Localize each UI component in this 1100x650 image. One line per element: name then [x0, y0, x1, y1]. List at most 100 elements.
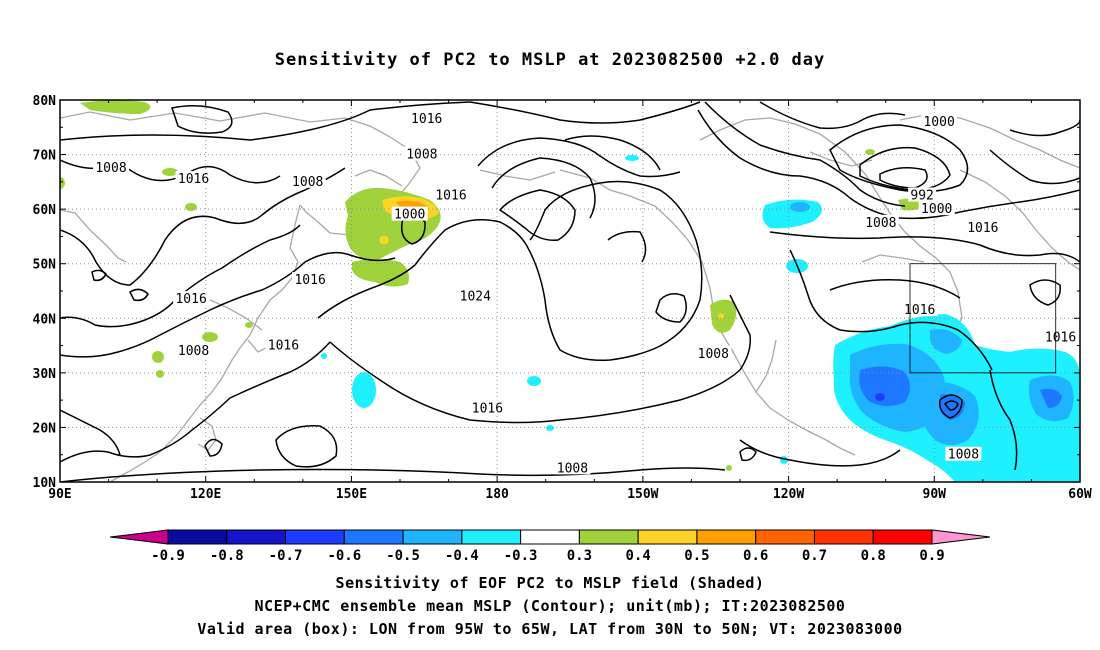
contour-label-background — [175, 343, 212, 358]
contour-label-background — [175, 171, 212, 186]
longitude-labels: 90E 120E 150E 180 150W 120W 90W 60W — [48, 487, 1092, 502]
colorbar-segment — [578, 529, 639, 545]
contour-label-background — [469, 400, 506, 415]
axis-ticks — [59, 99, 1081, 483]
contour-label-background — [695, 345, 732, 360]
valid-area-box — [909, 263, 1057, 374]
latitude-label: 30N — [33, 367, 57, 382]
contour-label: 1000 — [923, 115, 954, 130]
contour-label: 1008 — [178, 344, 209, 359]
contour-label: 1016 — [435, 189, 466, 204]
contour-label: 1008 — [406, 148, 437, 163]
contour-label: 1008 — [557, 461, 588, 476]
colorbar-segment — [402, 529, 463, 545]
colorbar-tick-label: -0.8 — [210, 548, 244, 564]
contour-label: 1024 — [460, 289, 491, 304]
contour-label-background — [391, 206, 428, 221]
caption-contour: NCEP+CMC ensemble mean MSLP (Contour); u… — [254, 597, 846, 615]
colorbar-segment — [637, 529, 698, 545]
latitude-label: 40N — [33, 312, 57, 327]
contour-label-background — [945, 446, 982, 461]
latitude-label: 80N — [33, 94, 57, 109]
contour-label-background — [901, 302, 938, 317]
longitude-label: 90W — [923, 487, 947, 502]
colorbar-segment — [461, 529, 522, 545]
colorbar-segment — [696, 529, 757, 545]
colorbar-segment — [167, 529, 228, 545]
contour-label: 1016 — [175, 292, 206, 307]
colorbar-tick-label: 0.5 — [684, 548, 709, 564]
mslp-contours — [60, 101, 1080, 482]
colorbar-tick-label: -0.4 — [445, 548, 479, 564]
negative-sensitivity-shading — [321, 155, 1080, 482]
contour-label-background — [292, 272, 329, 287]
colorbar-triangle-low — [109, 529, 169, 545]
colorbar: -0.9 -0.8 -0.7 -0.6 -0.5 -0.4 -0.3 0.3 0.4 0.5 0.6… — [109, 529, 991, 564]
contour-label: 1008 — [865, 216, 896, 231]
map-content: 1016 1008 1008 1016 1008 1016 1000 1016 1016 1024… — [60, 100, 1080, 482]
colorbar-segment — [872, 529, 933, 545]
colorbar-segment — [813, 529, 874, 545]
contour-label-background — [433, 187, 469, 202]
chart-title: Sensitivity of PC2 to MSLP at 2023082500… — [274, 50, 826, 70]
colorbar-triangle-high — [931, 529, 991, 545]
contour-label: 1000 — [921, 202, 952, 217]
colorbar-tick-label: -0.6 — [327, 548, 361, 564]
contour-label-background — [554, 460, 591, 475]
contour-label-group: 1016 1008 1008 1016 1008 1016 1000 1016 1016 1024… — [93, 111, 1079, 476]
colorbar-segment — [520, 529, 580, 545]
contour-label: 1016 — [411, 112, 442, 127]
longitude-label: 180 — [485, 487, 509, 502]
colorbar-tick-label: -0.3 — [504, 548, 538, 564]
colorbar-tick-label: 0.8 — [861, 548, 886, 564]
colorbar-tick-label: 0.9 — [919, 548, 944, 564]
contour-label-background — [918, 201, 955, 216]
contour-label: 1016 — [294, 273, 325, 288]
contour-label-background — [289, 173, 326, 188]
contour-label-background — [921, 113, 958, 128]
contour-label-background — [964, 220, 1001, 235]
contour-label-background — [403, 146, 440, 161]
contour-label: 1008 — [95, 161, 126, 176]
contour-label-background — [408, 111, 445, 126]
contour-label: 1000 — [394, 208, 425, 223]
contour-label: 1016 — [1045, 330, 1076, 345]
contour-label: 1008 — [292, 175, 323, 190]
contour-label-background — [265, 337, 302, 352]
caption-valid-area: Valid area (box): LON from 95W to 65W, L… — [197, 620, 903, 638]
contour-label: 992 — [910, 189, 933, 204]
colorbar-segment — [343, 529, 404, 545]
contour-label: 1016 — [472, 401, 503, 416]
contour-label: 1016 — [967, 221, 998, 236]
latitude-label: 50N — [33, 258, 57, 273]
colorbar-segment — [285, 529, 345, 545]
colorbar-tick-label: -0.9 — [151, 548, 185, 564]
colorbar-tick-label: -0.5 — [386, 548, 420, 564]
contour-label-background — [1042, 329, 1079, 344]
colorbar-tick-label: -0.7 — [269, 548, 303, 564]
colorbar-tick-label: 0.4 — [626, 548, 651, 564]
latitude-labels: 80N 70N 60N 50N 40N 30N 20N 10N — [33, 94, 57, 491]
colorbar-tick-label: 0.7 — [802, 548, 827, 564]
contour-label-background — [862, 214, 899, 229]
contour-label-background — [173, 291, 210, 306]
latitude-label: 10N — [33, 476, 57, 491]
caption-shading: Sensitivity of EOF PC2 to MSLP field (Sh… — [335, 574, 765, 592]
contour-label: 1016 — [904, 303, 935, 318]
colorbar-segment — [755, 529, 815, 545]
colorbar-segment — [226, 529, 287, 545]
colorbar-tick-label: 0.3 — [567, 548, 592, 564]
contour-label-background — [93, 160, 129, 175]
longitude-label: 120E — [190, 487, 221, 502]
longitude-label: 90E — [48, 487, 71, 502]
contour-label: 1016 — [268, 339, 299, 354]
latitude-label: 20N — [33, 421, 57, 436]
longitude-label: 120W — [773, 487, 804, 502]
latitude-label: 70N — [33, 149, 57, 164]
longitude-label: 60W — [1068, 487, 1092, 502]
latitude-label: 60N — [33, 203, 57, 218]
contour-label: 1016 — [178, 172, 209, 187]
longitude-label: 150W — [627, 487, 658, 502]
positive-sensitivity-shading — [60, 100, 932, 471]
